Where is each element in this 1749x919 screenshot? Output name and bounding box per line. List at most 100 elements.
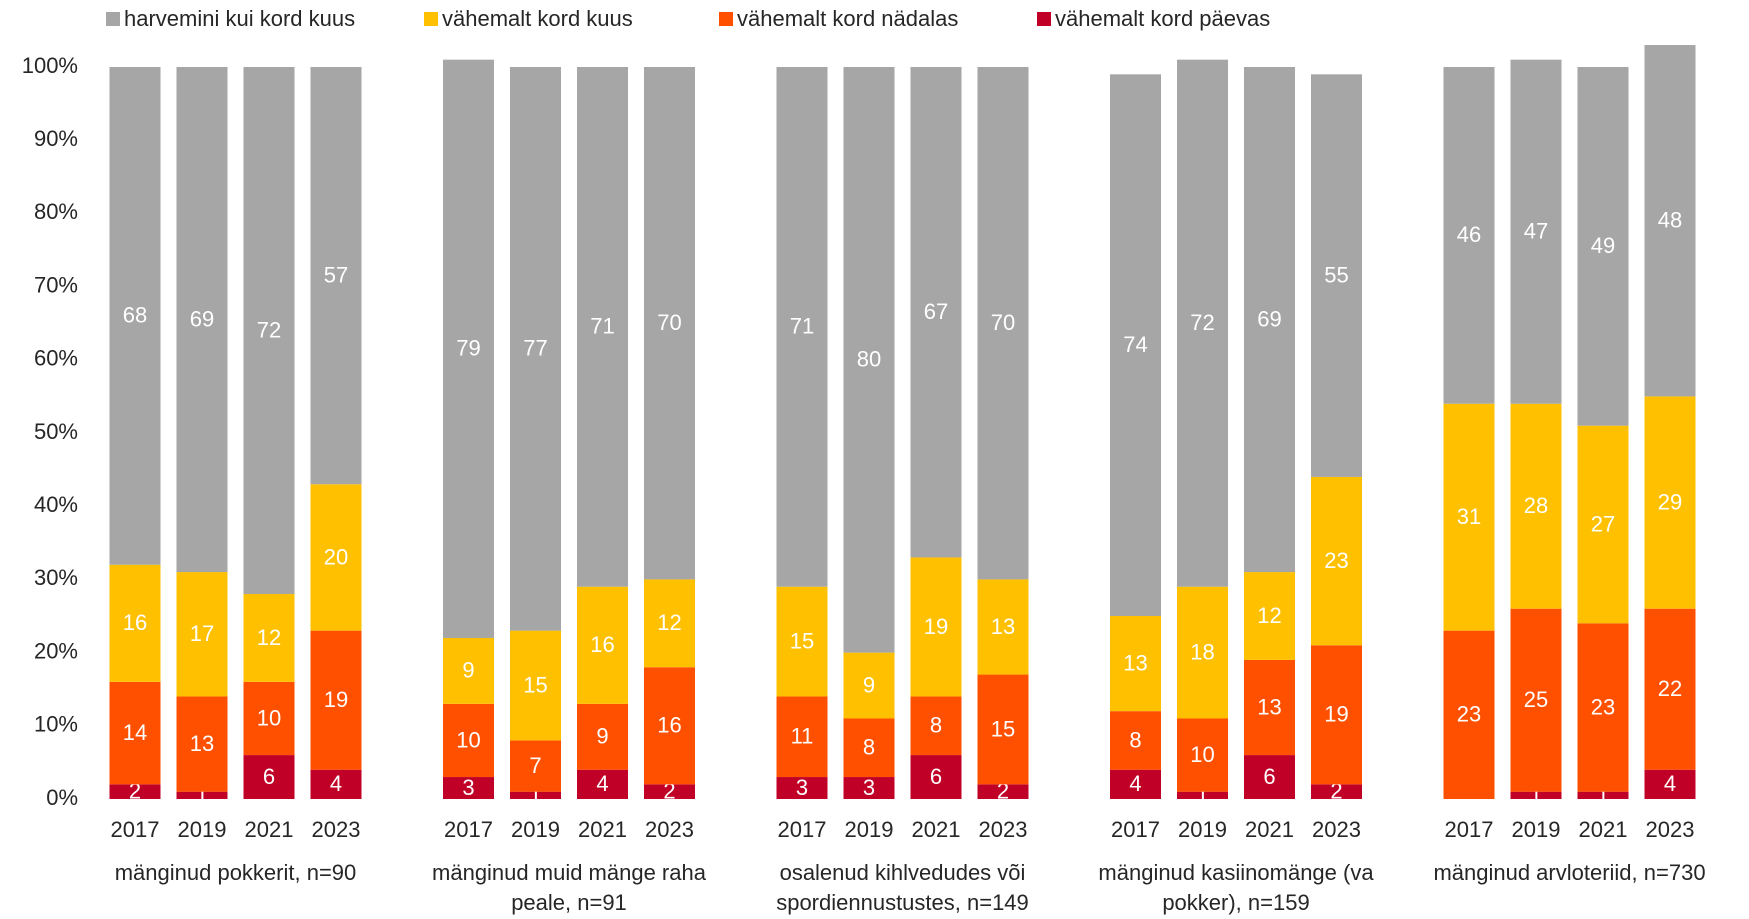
bar-segment — [1244, 755, 1295, 799]
x-tick-label: 2023 — [312, 817, 361, 842]
bar-segment — [443, 703, 494, 778]
bar-segment — [310, 769, 362, 799]
bar-segment — [910, 67, 962, 558]
bar-segment — [176, 696, 228, 792]
bar-segment — [977, 674, 1029, 785]
data-label: 15 — [523, 672, 547, 697]
data-label: 47 — [1524, 219, 1548, 244]
data-label: 2 — [663, 778, 675, 803]
data-label: 71 — [790, 314, 814, 339]
bar-segment — [1510, 59, 1562, 404]
bar-segment — [1177, 718, 1228, 792]
data-label: 6 — [263, 764, 275, 789]
data-label: 16 — [590, 632, 614, 657]
bar-segment — [577, 769, 628, 799]
bar-segment — [176, 67, 228, 573]
data-label: 19 — [924, 614, 948, 639]
data-label: 67 — [924, 299, 948, 324]
data-label: 23 — [1324, 548, 1348, 573]
x-tick-label: 2023 — [1646, 817, 1695, 842]
bar-segment — [310, 67, 362, 485]
bar-segment — [1177, 791, 1228, 799]
data-label: 69 — [190, 306, 214, 331]
data-label: 14 — [123, 720, 147, 745]
data-label: 28 — [1524, 493, 1548, 518]
data-label: 22 — [1658, 676, 1682, 701]
data-label: 13 — [991, 614, 1015, 639]
bar-segment — [1177, 586, 1228, 719]
bar-segment — [243, 594, 295, 682]
bar-segment — [109, 67, 161, 565]
data-label: 15 — [790, 628, 814, 653]
bar-segment — [1177, 59, 1228, 587]
y-tick-label: 80% — [34, 199, 78, 224]
data-label: 3 — [796, 775, 808, 800]
y-tick-label: 10% — [34, 712, 78, 737]
bar-segment — [1110, 711, 1161, 770]
bar-segment — [443, 59, 494, 638]
data-label: 9 — [596, 724, 608, 749]
bar-segment — [1244, 67, 1295, 573]
bar-segment — [243, 681, 295, 756]
bar-segment — [1311, 645, 1362, 785]
x-tick-label: 2023 — [979, 817, 1028, 842]
x-tick-label: 2021 — [1245, 817, 1294, 842]
bar-segment — [1311, 784, 1362, 799]
bar-segment — [109, 564, 161, 682]
bar-segment — [510, 791, 561, 799]
x-tick-label: 2017 — [111, 817, 160, 842]
data-label: 70 — [657, 310, 681, 335]
bar-segment — [577, 67, 628, 587]
data-label: 10 — [257, 705, 281, 730]
data-label: 74 — [1123, 332, 1147, 357]
x-tick-label: 2019 — [178, 817, 227, 842]
legend-swatch — [424, 12, 438, 26]
data-label: 16 — [657, 713, 681, 738]
data-label: 9 — [462, 658, 474, 683]
bar-segment — [1510, 791, 1562, 799]
data-label: 19 — [324, 687, 348, 712]
group-label: mänginud arvloteriid, n=730 — [1433, 860, 1706, 885]
data-label: 13 — [1257, 694, 1281, 719]
legend-label: harvemini kui kord kuus — [124, 6, 355, 31]
bar-segment — [1577, 425, 1629, 624]
data-label: 72 — [1190, 310, 1214, 335]
bar-segment — [644, 579, 695, 668]
bar-segment — [577, 586, 628, 704]
bar-segment — [977, 579, 1029, 675]
data-label: 80 — [857, 347, 881, 372]
y-tick-label: 90% — [34, 126, 78, 151]
legend-swatch — [719, 12, 733, 26]
y-tick-label: 40% — [34, 492, 78, 517]
bar-segment — [176, 791, 228, 799]
x-tick-label: 2021 — [245, 817, 294, 842]
bar-segment — [1644, 45, 1696, 397]
data-label: 69 — [1257, 306, 1281, 331]
bar-segment — [1110, 74, 1161, 616]
bar-segment — [1577, 623, 1629, 792]
bar-segment — [1577, 791, 1629, 799]
data-label: 9 — [863, 672, 875, 697]
x-tick-label: 2019 — [511, 817, 560, 842]
y-tick-label: 100% — [22, 53, 78, 78]
data-label: 8 — [863, 735, 875, 760]
x-tick-label: 2017 — [444, 817, 493, 842]
legend-label: vähemalt kord nädalas — [737, 6, 958, 31]
bar-segment — [243, 67, 295, 595]
bar-segment — [776, 67, 828, 587]
bar-segment — [510, 740, 561, 792]
data-label: 4 — [596, 771, 608, 796]
bar-segment — [776, 777, 828, 799]
y-tick-label: 60% — [34, 346, 78, 371]
data-label: 2 — [997, 778, 1009, 803]
x-tick-label: 2021 — [912, 817, 961, 842]
bar-segment — [843, 652, 895, 719]
data-label: 6 — [1263, 764, 1275, 789]
data-label: 27 — [1591, 511, 1615, 536]
data-label: 77 — [523, 336, 547, 361]
data-label: 2 — [1330, 778, 1342, 803]
bar-segment — [1644, 769, 1696, 799]
bar-segment — [1244, 659, 1295, 756]
data-label: 12 — [657, 610, 681, 635]
data-label: 4 — [1129, 771, 1141, 796]
